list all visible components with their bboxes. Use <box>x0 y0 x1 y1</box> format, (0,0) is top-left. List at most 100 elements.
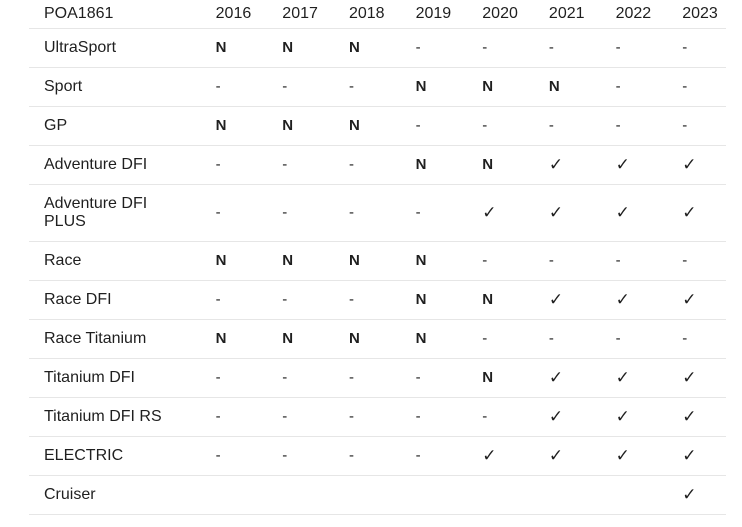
compat-cell: - <box>459 319 526 358</box>
table-row: Cruiser ✓ <box>29 475 726 514</box>
status-n: N <box>415 251 427 269</box>
compat-cell: - <box>459 106 526 145</box>
compat-cell: - <box>259 184 326 241</box>
compat-cell: - <box>659 319 726 358</box>
compat-cell: - <box>593 28 660 67</box>
compat-cell: - <box>193 358 260 397</box>
status-none: - <box>348 290 354 308</box>
model-name: Race <box>44 251 82 269</box>
model-name: GP <box>44 116 68 134</box>
status-none: - <box>282 77 288 95</box>
status-none: - <box>348 407 354 425</box>
compat-cell: ✓ <box>659 475 726 514</box>
status-none: - <box>215 446 221 464</box>
check-icon: ✓ <box>682 367 697 388</box>
year-header: 2021 <box>548 4 585 22</box>
check-icon: ✓ <box>548 289 564 310</box>
status-n: N <box>348 251 360 269</box>
compat-cell: ✓ <box>659 184 726 241</box>
check-icon: ✓ <box>482 202 497 223</box>
table-row: Adventure DFI - - - N N ✓ ✓ ✓ <box>29 145 726 184</box>
check-icon: ✓ <box>615 445 630 466</box>
year-header: 2016 <box>215 4 252 22</box>
compat-cell <box>459 475 526 514</box>
status-none: - <box>615 251 621 269</box>
compat-cell: ✓ <box>459 436 526 475</box>
compat-cell: N <box>193 241 260 280</box>
status-none: - <box>615 329 621 347</box>
table-row: GP N N N - - - - - <box>29 106 726 145</box>
year-header: 2023 <box>682 4 718 22</box>
compat-cell: - <box>459 241 526 280</box>
check-icon: ✓ <box>615 406 630 427</box>
status-n: N <box>282 38 294 56</box>
model-name: Cruiser <box>44 485 96 503</box>
compat-cell: - <box>593 106 660 145</box>
compat-cell: - <box>259 397 326 436</box>
compat-cell: ✓ <box>526 280 593 319</box>
status-none: - <box>215 203 221 221</box>
status-none: - <box>548 329 554 347</box>
status-none: - <box>215 407 221 425</box>
table-row: Race N N N N - - - - <box>29 241 726 280</box>
status-n: N <box>215 116 227 134</box>
status-n: N <box>415 155 427 173</box>
compat-cell: N <box>393 319 460 358</box>
compat-cell: - <box>393 397 460 436</box>
compat-cell: - <box>326 436 393 475</box>
compat-cell: - <box>193 145 260 184</box>
status-none: - <box>348 368 354 386</box>
status-n: N <box>482 368 494 386</box>
compat-cell: ✓ <box>593 184 660 241</box>
status-none: - <box>415 368 421 386</box>
compat-cell: ✓ <box>593 397 660 436</box>
status-none: - <box>415 446 421 464</box>
check-icon: ✓ <box>682 154 697 175</box>
compat-cell: - <box>593 319 660 358</box>
compat-cell: - <box>193 184 260 241</box>
model-name: UltraSport <box>44 38 117 56</box>
compat-cell: ✓ <box>659 436 726 475</box>
compat-cell: - <box>193 280 260 319</box>
check-icon: ✓ <box>482 445 497 466</box>
compat-cell: N <box>259 319 326 358</box>
model-name: Sport <box>44 77 83 95</box>
status-n: N <box>415 77 427 95</box>
year-header: 2020 <box>482 4 518 22</box>
compat-cell: ✓ <box>459 184 526 241</box>
compat-cell: - <box>259 145 326 184</box>
status-n: N <box>282 329 294 347</box>
compat-cell: N <box>326 241 393 280</box>
year-header: 2018 <box>348 4 385 22</box>
compat-cell: - <box>193 67 260 106</box>
compat-cell: - <box>459 397 526 436</box>
status-none: - <box>282 203 288 221</box>
status-none: - <box>415 38 421 56</box>
corner-label: POA1861 <box>44 4 114 22</box>
check-icon: ✓ <box>682 484 697 505</box>
compat-cell: ✓ <box>526 397 593 436</box>
status-n: N <box>482 290 494 308</box>
compat-cell: ✓ <box>659 280 726 319</box>
compat-cell: N <box>326 28 393 67</box>
compat-cell: N <box>459 358 526 397</box>
check-icon: ✓ <box>548 154 564 175</box>
compat-cell: - <box>659 106 726 145</box>
status-n: N <box>348 116 360 134</box>
compat-cell: ✓ <box>526 145 593 184</box>
compat-cell: - <box>393 28 460 67</box>
check-icon: ✓ <box>548 202 564 223</box>
compat-cell <box>326 475 393 514</box>
compat-cell <box>526 475 593 514</box>
compatibility-table: POA1861 2016 2017 2018 2019 2020 2021 20… <box>29 0 726 515</box>
status-none: - <box>348 203 354 221</box>
status-none: - <box>615 38 621 56</box>
table-row: Titanium DFI RS - - - - - ✓ ✓ ✓ <box>29 397 726 436</box>
compat-cell: N <box>259 106 326 145</box>
status-none: - <box>482 38 488 56</box>
compat-cell: ✓ <box>659 397 726 436</box>
status-none: - <box>282 368 288 386</box>
status-none: - <box>482 116 488 134</box>
compat-cell: ✓ <box>659 358 726 397</box>
status-none: - <box>215 155 221 173</box>
